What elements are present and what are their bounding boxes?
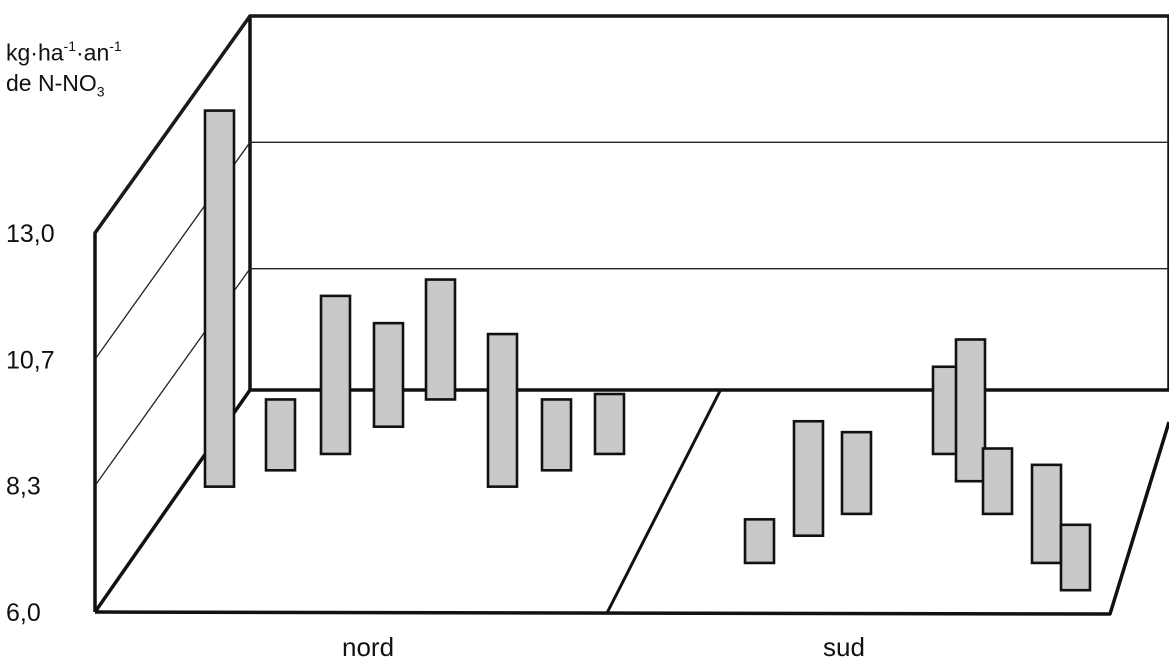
- category-label-sud: sud: [823, 632, 865, 662]
- bar-nord-3: [319, 294, 352, 456]
- y-tick-label: 10,7: [6, 346, 55, 374]
- bars: [203, 109, 1092, 592]
- y-tick-label: 13,0: [6, 220, 55, 248]
- bar-nord-8: [593, 392, 626, 456]
- floor-front-edge: [94, 421, 1169, 616]
- category-label-nord: nord: [342, 632, 395, 662]
- bar-nord-4: [372, 321, 405, 428]
- bar-nord-1: [203, 109, 236, 488]
- y-axis-label-line2: de N-NO3: [6, 69, 105, 100]
- bar-nord-2: [264, 398, 297, 472]
- bar-sud-6: [981, 447, 1014, 516]
- bar-sud-5: [954, 338, 987, 483]
- bar-sud-7: [1030, 463, 1063, 565]
- bar-nord-5: [424, 278, 457, 401]
- gridline: [94, 141, 1169, 360]
- y-ticks: 6,0 8,3 10,7 13,0: [6, 220, 55, 627]
- y-tick-label: 6,0: [6, 599, 41, 627]
- bar-sud-8: [1059, 523, 1092, 592]
- y-axis-label-line1: kg·ha-1·an-1: [6, 38, 122, 66]
- y-tick-label: 8,3: [6, 473, 41, 501]
- bar-nord-7: [540, 398, 573, 472]
- bar-sud-2: [792, 419, 825, 537]
- bar-nord-6: [486, 332, 519, 488]
- gridline: [94, 15, 1169, 234]
- bar-sud-3: [840, 430, 873, 516]
- gridlines: [94, 15, 1169, 487]
- y-axis-label: kg·ha-1·an-1 de N-NO3: [6, 32, 122, 106]
- floor-divider: [605, 390, 722, 614]
- gridline: [94, 268, 1169, 487]
- bar-sud-1: [743, 518, 776, 565]
